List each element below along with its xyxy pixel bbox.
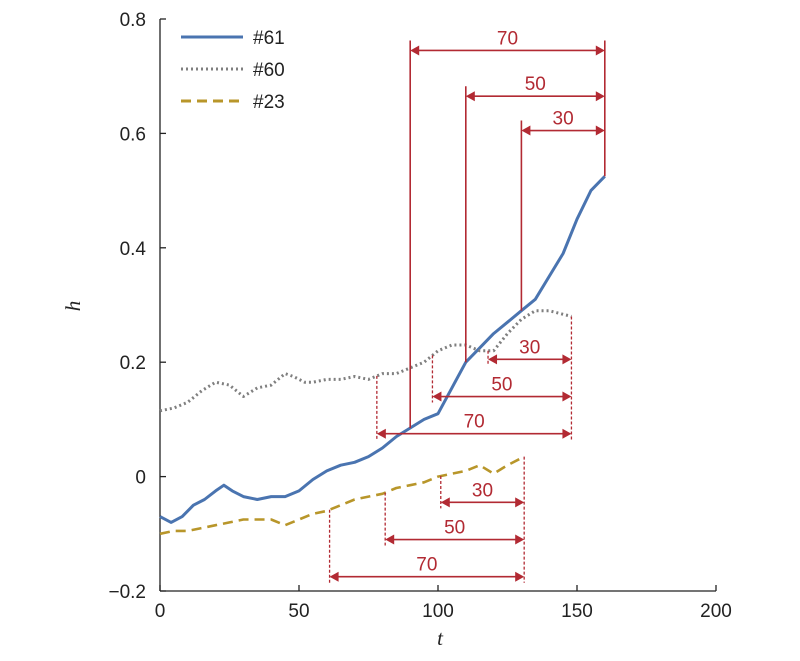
annotation-arrowhead-left-0-2 <box>521 125 531 136</box>
annotation-arrowhead-left-1-0 <box>488 354 498 365</box>
y-tick-label: −0.2 <box>108 582 146 603</box>
series-line-0 <box>159 175 606 524</box>
annotation-arrowhead-right-1-0 <box>562 354 572 365</box>
annotation-arrowhead-right-1-1 <box>562 391 572 402</box>
annotation-label-2-2: 70 <box>416 555 437 576</box>
annotation-arrowhead-left-0-1 <box>465 91 475 102</box>
annotation-arrowhead-left-2-1 <box>385 534 395 545</box>
series-line-2 <box>159 455 525 536</box>
x-tick-label: 0 <box>155 601 166 622</box>
y-tick-label: 0.8 <box>120 10 146 31</box>
x-tick-label: 50 <box>288 601 309 622</box>
annotation-arrowhead-left-1-2 <box>376 428 386 439</box>
annotation-arrowhead-right-0-2 <box>595 125 605 136</box>
annotation-label-1-2: 70 <box>464 412 485 433</box>
annotation-arrowhead-right-2-1 <box>515 534 525 545</box>
y-tick-label: 0.6 <box>120 124 146 145</box>
series-line-1 <box>159 309 572 413</box>
annotation-arrowhead-left-0-0 <box>410 45 420 56</box>
annotation-arrowhead-right-1-2 <box>562 428 572 439</box>
annotation-arrowhead-left-2-0 <box>440 497 450 508</box>
annotation-label-2-0: 30 <box>472 480 493 501</box>
axes <box>159 18 717 592</box>
y-tick-label: 0 <box>135 468 146 489</box>
annotation-label-0-1: 50 <box>525 74 546 95</box>
annotation-label-0-2: 30 <box>553 109 574 130</box>
x-tick-label: 150 <box>561 601 593 622</box>
x-tick-label: 200 <box>700 601 732 622</box>
annotation-arrowhead-right-2-0 <box>515 497 525 508</box>
y-tick-label: 0.2 <box>120 353 146 374</box>
tick-labels: 0 50 100 150 200 −0.2 0 0.2 0.4 0.6 0.8 <box>108 10 731 622</box>
annotation-arrowhead-left-2-2 <box>329 571 339 582</box>
annotation-label-1-1: 50 <box>491 375 512 396</box>
x-axis-label: t <box>437 626 444 650</box>
legend-label-0: #61 <box>253 28 285 49</box>
annotation-label-1-0: 30 <box>519 337 540 358</box>
y-axis-label: h <box>61 301 85 312</box>
legend: #61 #60 #23 <box>181 28 285 113</box>
annotation-arrowhead-right-0-1 <box>595 91 605 102</box>
annotation-label-2-1: 50 <box>444 518 465 539</box>
annotation-arrowhead-right-2-2 <box>515 571 525 582</box>
duration-annotations: 70 50 30 30 50 70 30 50 70 <box>328 28 606 583</box>
legend-label-2: #23 <box>253 92 285 113</box>
legend-label-1: #60 <box>253 60 285 81</box>
annotation-arrowhead-right-0-0 <box>595 45 605 56</box>
annotation-label-0-0: 70 <box>497 28 518 49</box>
annotation-arrowhead-left-1-1 <box>432 391 442 402</box>
y-tick-label: 0.4 <box>120 239 147 260</box>
x-tick-label: 100 <box>422 601 454 622</box>
series-lines <box>159 175 606 536</box>
